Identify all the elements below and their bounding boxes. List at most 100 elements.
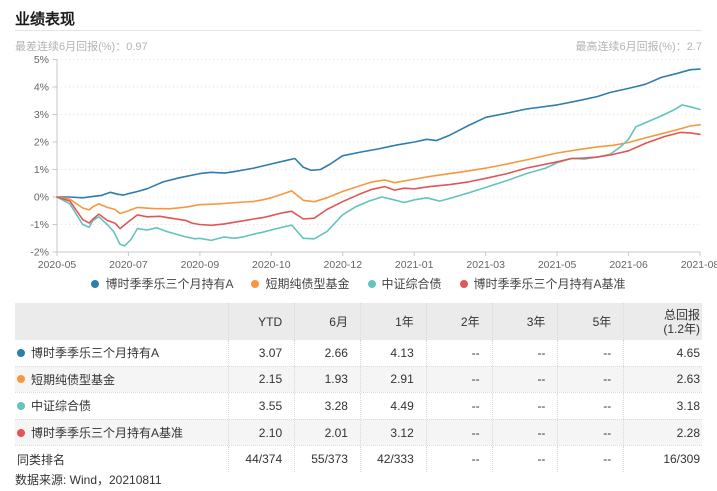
value-cell: 16/309 bbox=[623, 446, 702, 472]
x-tick-label: 2021-08 bbox=[681, 259, 717, 271]
x-tick-label: 2021-06 bbox=[609, 259, 648, 271]
table-row: 博时季季乐三个月持有A基准 2.10 2.01 3.12 -- -- -- 2.28 bbox=[15, 418, 702, 446]
value-cell: -- bbox=[557, 393, 623, 419]
value-cell: -- bbox=[557, 419, 623, 446]
divider bbox=[15, 30, 702, 31]
value-cell: 3.12 bbox=[359, 419, 426, 446]
value-cell: 4.65 bbox=[623, 340, 702, 366]
table-header-cell: YTD bbox=[228, 303, 294, 340]
legend-label: 博时季季乐三个月持有A bbox=[105, 277, 234, 291]
value-cell: -- bbox=[425, 340, 492, 366]
value-cell: 2.66 bbox=[294, 340, 360, 366]
y-tick-label: 1% bbox=[34, 164, 49, 176]
table-header-cell bbox=[15, 303, 228, 340]
series-dot-icon bbox=[17, 375, 25, 384]
value-cell: 2.01 bbox=[294, 419, 360, 446]
value-cell: 55/373 bbox=[294, 446, 360, 472]
table-row: 同类排名 44/374 55/373 42/333 -- -- -- 16/309 bbox=[15, 445, 702, 472]
table-body: 博时季季乐三个月持有A 3.07 2.66 4.13 -- -- -- 4.65 短期纯债型基金… bbox=[15, 340, 702, 472]
value-cell: 2.10 bbox=[228, 419, 294, 446]
value-cell: -- bbox=[557, 366, 623, 393]
row-name-cell: 中证综合债 bbox=[15, 393, 228, 419]
series-line-1 bbox=[56, 123, 701, 215]
performance-line-chart: 5% 4% 3% 2% 1% 0% -1% -2%2020-05 2020-07 2020-09 2… bbox=[30, 54, 717, 271]
legend-dot-icon bbox=[251, 279, 260, 288]
value-cell: 2.91 bbox=[359, 366, 426, 393]
series-dot-icon bbox=[17, 428, 25, 437]
legend-label: 中证综合债 bbox=[381, 277, 442, 291]
value-cell: -- bbox=[491, 419, 558, 446]
value-cell: -- bbox=[557, 340, 623, 366]
y-tick-label: 5% bbox=[34, 54, 49, 66]
value-cell: 44/374 bbox=[228, 446, 294, 472]
y-tick-label: -2% bbox=[30, 247, 49, 259]
row-name-cell: 博时季季乐三个月持有A bbox=[15, 340, 228, 366]
x-tick-label: 2020-09 bbox=[181, 259, 220, 271]
y-tick-label: -1% bbox=[30, 219, 49, 231]
row-name-cell: 短期纯债型基金 bbox=[15, 367, 228, 393]
table-row: 博时季季乐三个月持有A 3.07 2.66 4.13 -- -- -- 4.65 bbox=[15, 340, 702, 366]
value-cell: -- bbox=[491, 340, 558, 366]
value-cell: 1.93 bbox=[294, 366, 360, 393]
best-6m-return-label: 最高连续6月回报(%)：2.7 bbox=[575, 41, 702, 53]
x-tick-label: 2021-03 bbox=[466, 259, 505, 271]
value-cell: -- bbox=[557, 446, 623, 472]
y-tick-label: 3% bbox=[34, 109, 49, 121]
value-cell: 3.07 bbox=[228, 340, 294, 366]
value-cell: -- bbox=[425, 446, 492, 472]
worst-6m-return-label: 最差连续6月回报(%)：0.97 bbox=[15, 41, 148, 53]
value-cell: 3.28 bbox=[294, 393, 360, 419]
legend-item-2[interactable]: 中证综合债 bbox=[367, 275, 442, 292]
row-name: 博时季季乐三个月持有A基准 bbox=[31, 426, 184, 441]
series-line-3 bbox=[56, 131, 701, 230]
table-header-cell: 总回报 (1.2年) bbox=[623, 303, 702, 340]
row-name-cell: 同类排名 bbox=[15, 446, 228, 472]
value-cell: 2.63 bbox=[623, 366, 702, 393]
x-tick-label: 2021-01 bbox=[395, 259, 434, 271]
row-name: 同类排名 bbox=[17, 452, 66, 467]
row-name: 短期纯债型基金 bbox=[31, 372, 116, 387]
legend-label: 博时季季乐三个月持有A基准 bbox=[473, 277, 626, 291]
chart-legend: 博时季季乐三个月持有A 短期纯债型基金 中证综合债 博时季季乐三个月持有A基准 bbox=[0, 275, 717, 292]
y-tick-label: 0% bbox=[34, 192, 49, 204]
data-source-note: 数据来源: Wind，20210811 bbox=[15, 473, 162, 487]
legend-dot-icon bbox=[91, 279, 100, 288]
value-cell: -- bbox=[491, 446, 558, 472]
legend-dot-icon bbox=[459, 279, 468, 288]
value-cell: -- bbox=[491, 366, 558, 393]
value-cell: -- bbox=[425, 366, 492, 393]
value-cell: 4.49 bbox=[359, 393, 426, 419]
table-header-cell: 6月 bbox=[294, 303, 360, 340]
table-header-cell: 1年 bbox=[359, 303, 426, 340]
series-line-0 bbox=[56, 68, 701, 199]
legend-label: 短期纯债型基金 bbox=[265, 277, 350, 291]
performance-table: YTD 6月 1年 2年 3年 5年 总回报 (1.2年) 博时季季乐三个月持有A 3.07 2.… bbox=[15, 303, 702, 472]
value-cell: 3.18 bbox=[623, 393, 702, 419]
table-row: 中证综合债 3.55 3.28 4.49 -- -- -- 3.18 bbox=[15, 392, 702, 419]
row-name: 中证综合债 bbox=[31, 399, 92, 414]
legend-dot-icon bbox=[367, 279, 376, 288]
x-tick-label: 2020-07 bbox=[109, 259, 148, 271]
legend-item-3[interactable]: 博时季季乐三个月持有A基准 bbox=[459, 275, 626, 292]
row-name: 博时季季乐三个月持有A bbox=[31, 346, 160, 361]
table-header-cell: 2年 bbox=[425, 303, 492, 340]
value-cell: -- bbox=[425, 393, 492, 419]
value-cell: -- bbox=[491, 393, 558, 419]
table-header-cell: 5年 bbox=[557, 303, 623, 340]
x-tick-label: 2021-05 bbox=[538, 259, 577, 271]
value-cell: 2.28 bbox=[623, 419, 702, 446]
value-cell: 4.13 bbox=[359, 340, 426, 366]
legend-item-1[interactable]: 短期纯债型基金 bbox=[251, 275, 350, 292]
y-tick-label: 4% bbox=[34, 82, 49, 94]
page-title: 业绩表现 bbox=[15, 11, 76, 28]
table-row: 短期纯债型基金 2.15 1.93 2.91 -- -- -- 2.63 bbox=[15, 365, 702, 393]
value-cell: 2.15 bbox=[228, 366, 294, 393]
value-cell: 42/333 bbox=[359, 446, 426, 472]
y-tick-label: 2% bbox=[34, 137, 49, 149]
value-cell: -- bbox=[425, 419, 492, 446]
row-name-cell: 博时季季乐三个月持有A基准 bbox=[15, 420, 228, 446]
legend-item-0[interactable]: 博时季季乐三个月持有A bbox=[91, 275, 233, 292]
table-header-row: YTD 6月 1年 2年 3年 5年 总回报 (1.2年) bbox=[15, 303, 702, 340]
x-tick-label: 2020-10 bbox=[252, 259, 291, 271]
